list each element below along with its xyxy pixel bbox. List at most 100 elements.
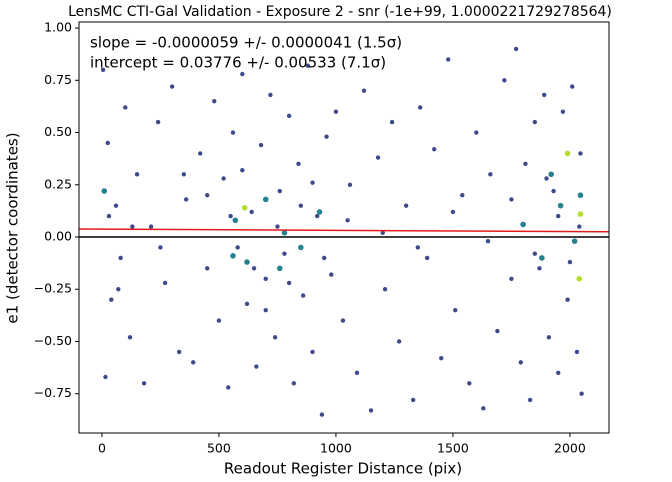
point: [396, 339, 402, 344]
point: [155, 119, 161, 125]
point: [485, 238, 491, 244]
point: [130, 224, 135, 229]
point: [212, 98, 217, 104]
point: [100, 67, 106, 73]
point: [158, 245, 163, 250]
point: [230, 253, 236, 259]
point: [116, 287, 121, 292]
x-tick-label: 500: [207, 441, 231, 456]
point: [113, 203, 119, 208]
point: [446, 57, 451, 62]
point: [474, 130, 479, 135]
point: [567, 259, 573, 265]
point: [310, 349, 315, 355]
point: [277, 188, 282, 194]
point: [282, 251, 287, 256]
point: [181, 172, 187, 177]
point: [577, 224, 582, 229]
point: [244, 259, 250, 265]
point: [319, 412, 325, 417]
point: [106, 213, 112, 219]
point: [305, 63, 311, 68]
point: [577, 211, 584, 217]
point: [417, 105, 423, 110]
point: [190, 360, 196, 365]
point: [502, 78, 507, 83]
point: [460, 193, 465, 198]
point: [240, 71, 245, 77]
point: [249, 209, 254, 215]
point: [532, 119, 538, 125]
point: [263, 307, 268, 313]
point: [141, 381, 147, 386]
point: [424, 255, 430, 261]
chart-title: LensMC CTI-Gal Validation - Exposure 2 -…: [68, 4, 612, 20]
point: [298, 203, 304, 208]
x-tick-label: 1000: [320, 441, 352, 456]
x-axis-label: Readout Register Distance (pix): [224, 460, 462, 478]
y-tick-label: −0.50: [34, 333, 72, 348]
point: [574, 349, 580, 355]
point: [544, 176, 549, 181]
point: [347, 182, 353, 187]
y-tick-label: 0.50: [44, 124, 72, 139]
point: [286, 280, 292, 286]
point: [241, 204, 248, 211]
point: [258, 142, 264, 148]
point: [291, 381, 297, 386]
point: [527, 397, 533, 403]
point: [103, 374, 108, 380]
annotation: slope = -0.0000059 +/- 0.0000041 (1.5σ): [90, 34, 402, 52]
point: [169, 84, 175, 89]
point: [228, 213, 233, 219]
point: [509, 197, 514, 202]
point: [551, 188, 556, 194]
point: [286, 113, 292, 119]
point: [520, 221, 526, 228]
point: [221, 176, 226, 181]
point: [382, 287, 388, 292]
x-tick-label: 2000: [554, 441, 586, 456]
point: [268, 92, 273, 98]
point: [251, 266, 257, 271]
point: [324, 134, 329, 139]
point: [240, 167, 245, 173]
point: [432, 147, 437, 152]
point: [495, 328, 500, 334]
y-tick-label: 0.75: [44, 72, 72, 87]
point: [532, 251, 538, 256]
y-tick-label: 0.00: [44, 229, 72, 244]
point: [576, 275, 583, 282]
point: [329, 272, 334, 277]
point: [570, 84, 575, 89]
point: [205, 266, 210, 271]
point: [577, 192, 584, 199]
point: [450, 209, 456, 215]
point: [275, 224, 280, 229]
y-tick-label: 0.25: [44, 176, 72, 191]
point: [578, 151, 583, 156]
point: [123, 105, 128, 110]
point: [230, 130, 236, 135]
point: [488, 172, 493, 177]
point: [579, 391, 584, 396]
x-tick-label: 1500: [437, 441, 469, 456]
point: [403, 203, 409, 208]
point: [571, 238, 578, 244]
point: [509, 276, 514, 281]
point: [518, 360, 523, 365]
point: [354, 370, 360, 376]
point: [560, 109, 566, 114]
point: [368, 408, 374, 413]
point: [226, 385, 231, 390]
point: [300, 293, 306, 298]
point: [541, 92, 547, 98]
point: [310, 180, 315, 185]
point: [205, 193, 210, 198]
y-tick-label: 1.00: [44, 20, 72, 35]
point: [481, 406, 486, 411]
point: [564, 150, 571, 157]
point: [183, 197, 189, 202]
point: [410, 397, 416, 403]
point: [361, 88, 367, 93]
